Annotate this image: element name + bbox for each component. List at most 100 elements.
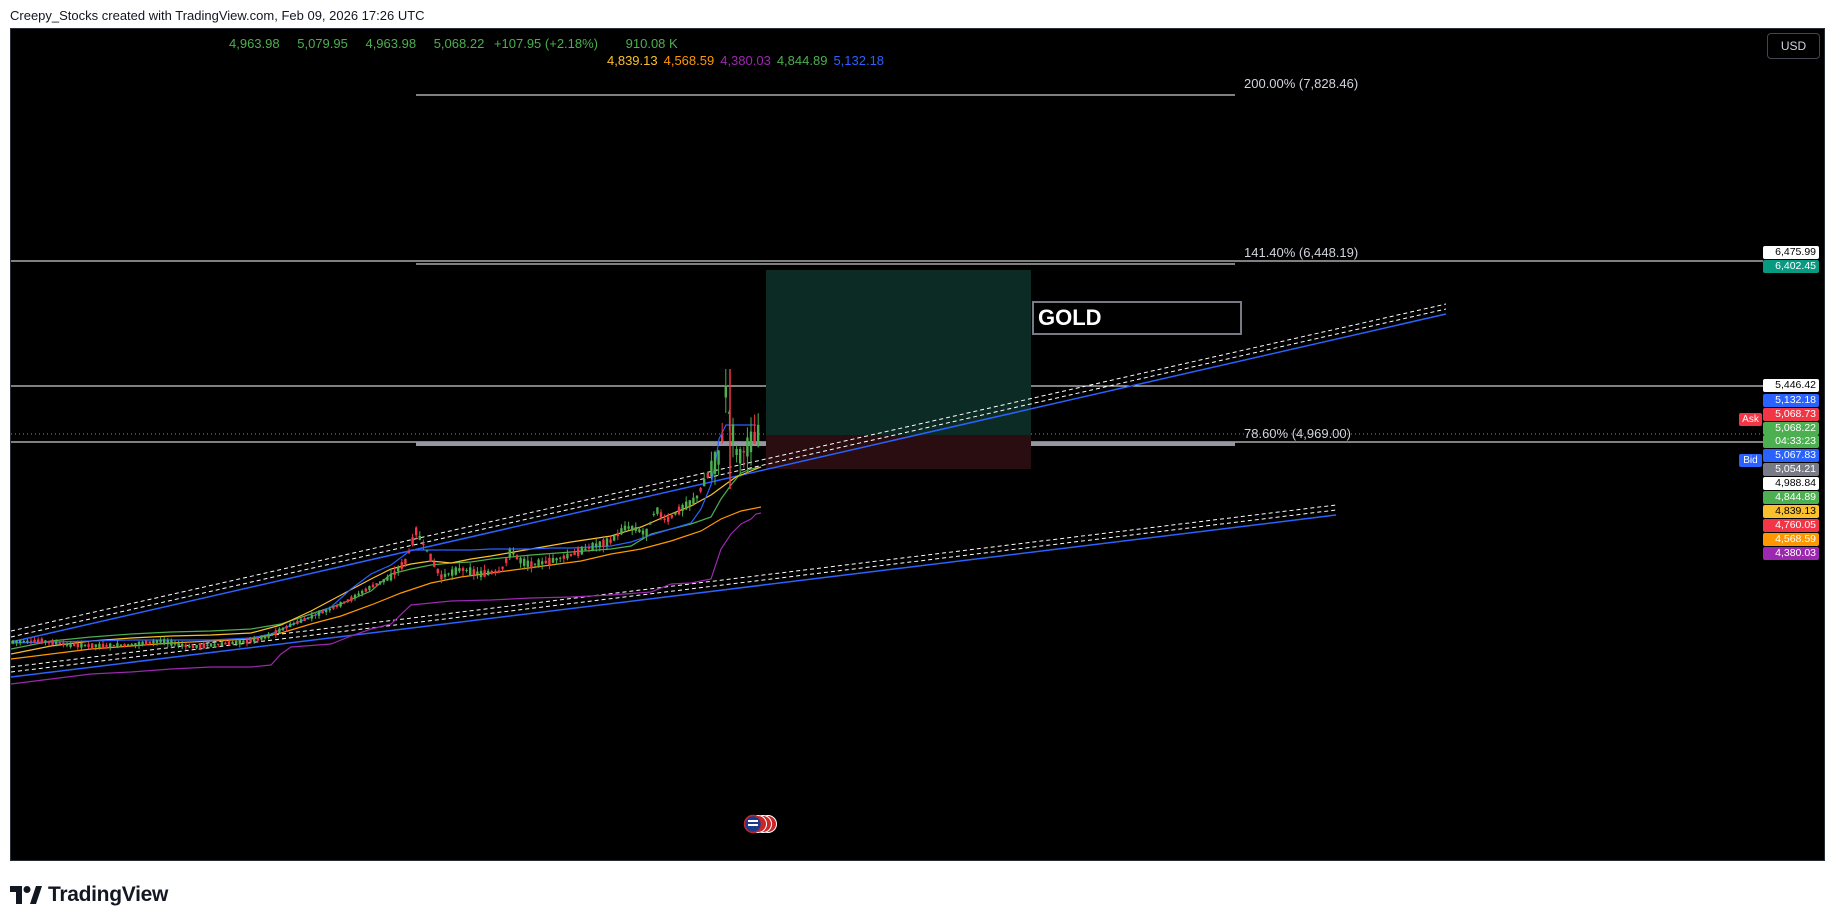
price-tag-2: 6,402.45 [1763, 260, 1819, 273]
tradingview-branding[interactable]: TradingView [10, 883, 168, 907]
candle-body [425, 550, 429, 552]
candle-body [739, 449, 742, 464]
candle-body [134, 643, 137, 646]
chart-pane[interactable]: USD 4,963.98 5,079.95 4,963.98 5,068.22 … [10, 28, 1825, 861]
candle-body [587, 546, 591, 549]
candle-body [245, 639, 249, 644]
candle-body [303, 618, 306, 622]
candle-body [249, 639, 252, 643]
us-flag-event-icon[interactable] [741, 814, 779, 834]
ma-value-4: 4,844.89 [776, 53, 828, 68]
candle-body [364, 588, 367, 592]
tradingview-logo-icon [10, 886, 42, 904]
candle-body [440, 574, 443, 580]
ma-green-line [11, 466, 762, 650]
candle-body [166, 640, 169, 645]
lower-trendline-dash-1[interactable] [11, 509, 1337, 673]
candle-body [238, 639, 241, 645]
candle-body [562, 555, 565, 559]
candle-body [83, 644, 87, 647]
candle-body [753, 431, 756, 445]
candle-body [526, 560, 529, 567]
ohlc-volume: 910.08 K [625, 36, 678, 51]
candle-body [55, 641, 58, 645]
upper-trendline-dash-2[interactable] [11, 303, 1447, 632]
candle-body [569, 554, 573, 556]
lower-trendline-dash-2[interactable] [11, 504, 1337, 668]
lower-trendline[interactable] [11, 514, 1337, 678]
candle-body [386, 576, 389, 581]
position-target-zone[interactable] [766, 270, 1031, 435]
candle-body [436, 568, 439, 574]
ma-legend: 4,839.13 4,568.59 4,380.03 4,844.89 5,132.18 [607, 53, 890, 68]
candle-body [40, 638, 43, 644]
candle-body [541, 561, 544, 565]
ohlc-legend: 4,963.98 5,079.95 4,963.98 5,068.22 +107… [229, 36, 692, 51]
candle-body [339, 601, 342, 607]
candle-body [454, 567, 457, 575]
candle-body [346, 599, 349, 602]
candle-body [307, 617, 310, 619]
candle-body [515, 554, 519, 560]
candle-body [130, 644, 133, 646]
candle-body [65, 643, 69, 646]
candle-body [191, 645, 195, 649]
candle-body [379, 581, 382, 584]
candle-body [623, 525, 627, 531]
upper-trendline[interactable] [11, 313, 1447, 643]
candle-body [497, 570, 501, 573]
candle-body [602, 539, 605, 548]
candle-body [731, 424, 735, 444]
candle-body [33, 639, 36, 643]
price-tag-11: 4,844.89 [1763, 491, 1819, 504]
candle-body [490, 571, 493, 574]
upper-trendline-dash-1[interactable] [11, 308, 1447, 638]
candle-body [274, 630, 277, 635]
ma-value-1: 4,839.13 [607, 53, 658, 68]
candle-body [458, 568, 461, 572]
candle-body [314, 614, 317, 616]
candle-body [199, 644, 202, 648]
candle-body [177, 643, 180, 646]
candle-body [530, 561, 533, 569]
candle-body [263, 635, 267, 639]
candle-body [429, 553, 432, 562]
candle-body [155, 640, 159, 643]
candle-body [649, 522, 652, 525]
candle-body [368, 586, 371, 590]
price-tag-1: 6,475.99 [1763, 246, 1819, 259]
candle-body [584, 548, 587, 551]
candle-body [116, 643, 119, 648]
candle-body [393, 571, 396, 576]
candle-body [548, 557, 551, 565]
candle-body [411, 537, 414, 546]
chart-credit: Creepy_Stocks created with TradingView.c… [10, 8, 425, 23]
symbol-text-box[interactable]: GOLD [1032, 301, 1242, 335]
candle-body [472, 569, 475, 576]
candle-body [62, 642, 65, 646]
candle-body [170, 640, 173, 646]
candle-body [523, 558, 526, 566]
ohlc-change: +107.95 (+2.18%) [493, 36, 599, 51]
chart-canvas[interactable] [11, 29, 1825, 861]
ohlc-close: 5,068.22 [433, 36, 485, 51]
candle-body [422, 543, 425, 545]
candle-body [469, 567, 472, 576]
candle-body [613, 535, 616, 541]
candle-body [361, 590, 364, 594]
candle-body [451, 569, 454, 576]
candle-body [119, 644, 123, 646]
candle-body [461, 568, 465, 571]
candle-body [227, 641, 231, 646]
candle-body [505, 558, 508, 563]
currency-button[interactable]: USD [1767, 33, 1820, 59]
ma-value-2: 4,568.59 [663, 53, 715, 68]
position-stop-zone[interactable] [766, 435, 1031, 469]
candle-body [487, 570, 490, 575]
candle-body [209, 643, 213, 647]
candlestick-series[interactable] [11, 368, 760, 651]
ma-purple-line [11, 512, 762, 685]
candle-body [688, 500, 691, 506]
candle-body [620, 528, 623, 535]
candle-body [296, 620, 299, 624]
